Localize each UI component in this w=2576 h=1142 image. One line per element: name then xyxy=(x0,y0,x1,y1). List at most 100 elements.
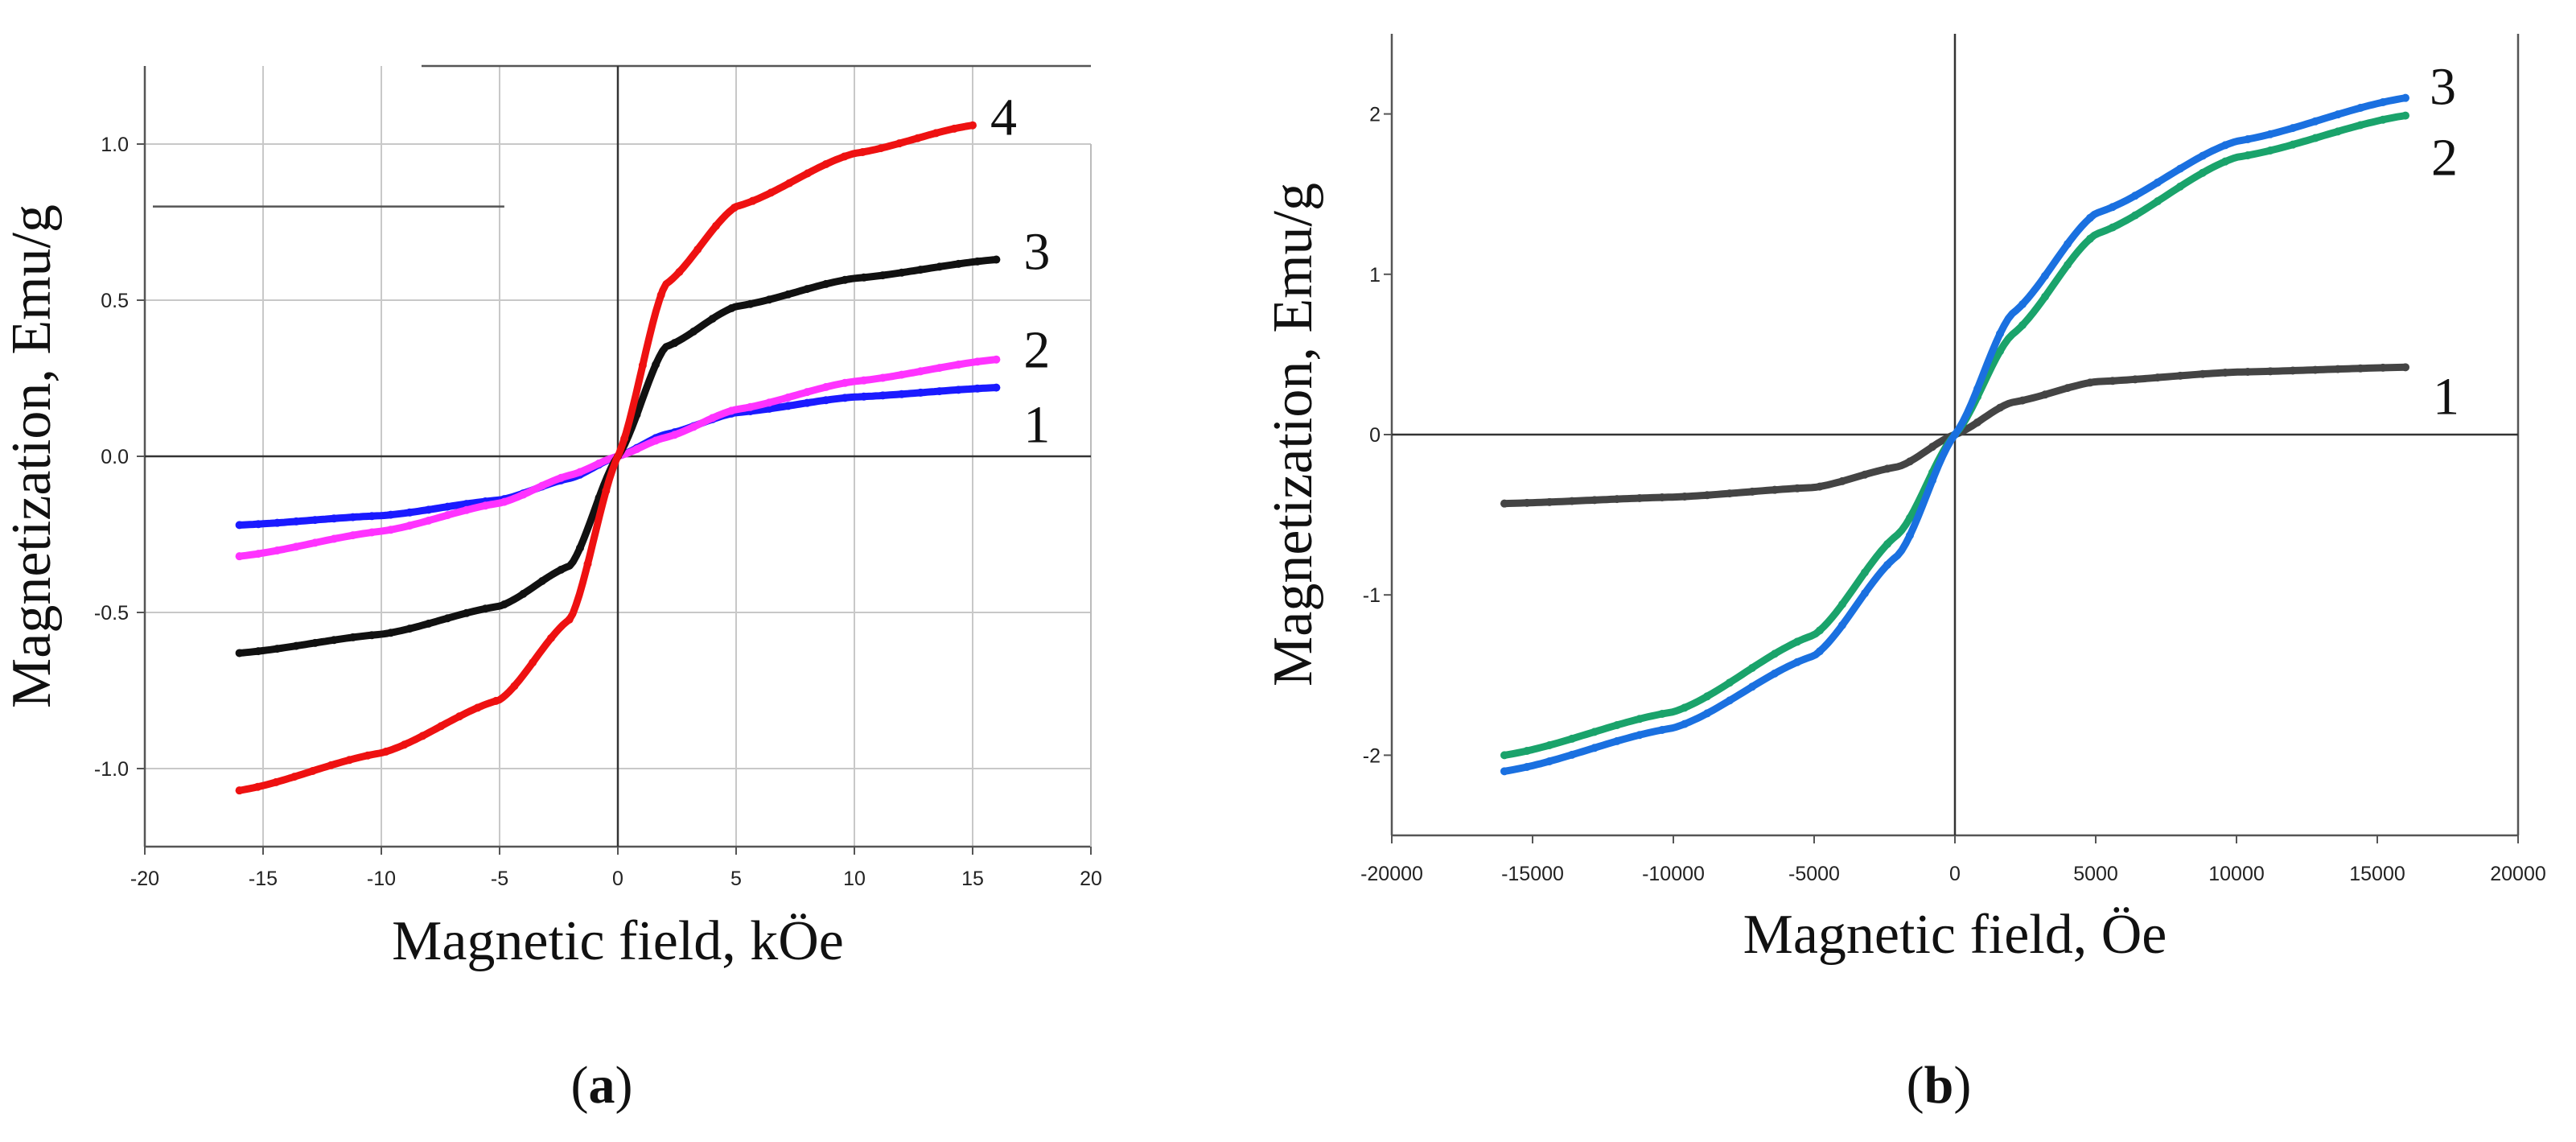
series-point-3 xyxy=(2041,271,2049,280)
caption-letter: b xyxy=(1924,1056,1954,1115)
series-point-1 xyxy=(311,516,319,525)
series-point-1 xyxy=(1703,491,1711,500)
series-point-4 xyxy=(693,245,702,254)
series-point-2 xyxy=(1838,600,1846,608)
series-point-2 xyxy=(992,355,1001,364)
series-point-3 xyxy=(1523,762,1531,771)
series-point-2 xyxy=(2109,223,2117,232)
series-point-3 xyxy=(2199,151,2207,160)
series-point-4 xyxy=(602,486,611,495)
series-point-4 xyxy=(327,761,335,769)
series-point-4 xyxy=(272,777,281,786)
y-tick-label: 1.0 xyxy=(101,134,129,156)
series-point-3 xyxy=(746,299,755,308)
series-point-2 xyxy=(311,538,319,547)
series-point-2 xyxy=(2311,134,2319,142)
series-4: 4 xyxy=(235,89,1017,795)
series-point-3 xyxy=(2244,135,2252,144)
series-point-1 xyxy=(1838,476,1846,485)
y-tick-label: 1 xyxy=(1369,264,1381,287)
series-point-2 xyxy=(2176,182,2184,191)
series-point-2 xyxy=(1726,678,1734,687)
series-point-2 xyxy=(330,534,339,543)
series-point-3 xyxy=(2356,104,2364,113)
series-point-1 xyxy=(348,513,357,522)
series-point-3 xyxy=(405,625,414,633)
x-tick-label: -10000 xyxy=(1642,863,1705,885)
series-point-1 xyxy=(935,387,944,396)
series-point-1 xyxy=(1816,482,1824,491)
series-point-3 xyxy=(575,543,584,552)
series-point-1 xyxy=(1973,418,1981,427)
series-label-3: 3 xyxy=(2430,58,2456,117)
x-tick-label: 10000 xyxy=(2208,863,2265,885)
series-point-1 xyxy=(1996,403,2004,412)
x-tick-label: -20 xyxy=(130,868,159,890)
series-point-3 xyxy=(292,641,301,650)
chart-a: -20 -15 -10 -5 0 5 10 15 20 -1.0 -0.5 0.0 0.5 1.0 Magn… xyxy=(1,64,1102,1115)
series-point-2 xyxy=(2334,127,2342,136)
series-point-2 xyxy=(689,423,698,431)
series-point-3 xyxy=(1500,767,1508,776)
series-point-2 xyxy=(954,360,963,369)
series-point-4 xyxy=(364,751,372,760)
series-point-2 xyxy=(973,357,981,366)
series-point-1 xyxy=(1883,464,1891,473)
series-point-3 xyxy=(916,266,925,274)
series-point-1 xyxy=(1861,470,1869,479)
y-axis-title: Magnetization, Emu/g xyxy=(1262,183,1324,686)
series-point-1 xyxy=(2356,364,2364,373)
series-point-1 xyxy=(1681,493,1689,501)
series-point-3 xyxy=(1861,589,1869,598)
series-point-2 xyxy=(2289,140,2297,149)
series-point-2 xyxy=(2401,111,2409,120)
series-point-1 xyxy=(2109,377,2117,385)
series-point-4 xyxy=(803,169,812,178)
series-label-4: 4 xyxy=(990,89,1017,147)
series-point-2 xyxy=(652,436,660,445)
series-point-4 xyxy=(381,747,390,756)
series-point-3 xyxy=(1838,620,1846,629)
series-point-1 xyxy=(330,514,339,523)
series-point-2 xyxy=(803,388,812,397)
series-point-2 xyxy=(1568,734,1576,743)
series-point-3 xyxy=(689,327,698,336)
series-point-2 xyxy=(386,526,395,534)
x-tick-label: -5 xyxy=(491,868,508,890)
series-point-1 xyxy=(1590,496,1599,505)
series-point-4 xyxy=(437,722,446,731)
series-point-2 xyxy=(916,367,925,376)
series-point-4 xyxy=(785,179,794,188)
series-point-1 xyxy=(916,388,925,397)
series-point-1 xyxy=(292,517,301,526)
y-tick-label: 2 xyxy=(1369,104,1381,126)
series-point-3 xyxy=(2289,124,2297,133)
series-point-3 xyxy=(1703,709,1711,718)
series-label-2: 2 xyxy=(2431,129,2458,188)
series-point-2 xyxy=(1793,637,1801,646)
x-axis-title: Magnetic field, kÖe xyxy=(392,910,844,972)
series-point-2 xyxy=(821,382,830,391)
series-point-1 xyxy=(1636,493,1644,502)
x-tick-label: 10 xyxy=(843,868,866,890)
series-point-1 xyxy=(1568,497,1576,505)
series-point-4 xyxy=(345,756,354,765)
series-point-2 xyxy=(2199,168,2207,177)
series-point-2 xyxy=(1500,751,1508,760)
series-point-1 xyxy=(821,396,830,405)
series-point-1 xyxy=(1523,498,1531,507)
series-point-4 xyxy=(565,615,574,624)
series-point-2 xyxy=(481,501,490,510)
series-point-1 xyxy=(254,520,263,529)
series-point-1 xyxy=(2041,390,2049,399)
caption-letter: a xyxy=(589,1056,615,1115)
x-axis-title: Magnetic field, Öe xyxy=(1743,904,2167,966)
series-point-3 xyxy=(1951,431,1959,439)
series-point-2 xyxy=(500,497,508,506)
series-label-2: 2 xyxy=(1023,321,1050,380)
series-point-3 xyxy=(1590,744,1599,752)
caption-b: (b) xyxy=(1907,1056,1972,1115)
x-tick-label: 0 xyxy=(612,868,623,890)
series-point-2 xyxy=(859,376,868,385)
series-point-2 xyxy=(2086,234,2094,243)
